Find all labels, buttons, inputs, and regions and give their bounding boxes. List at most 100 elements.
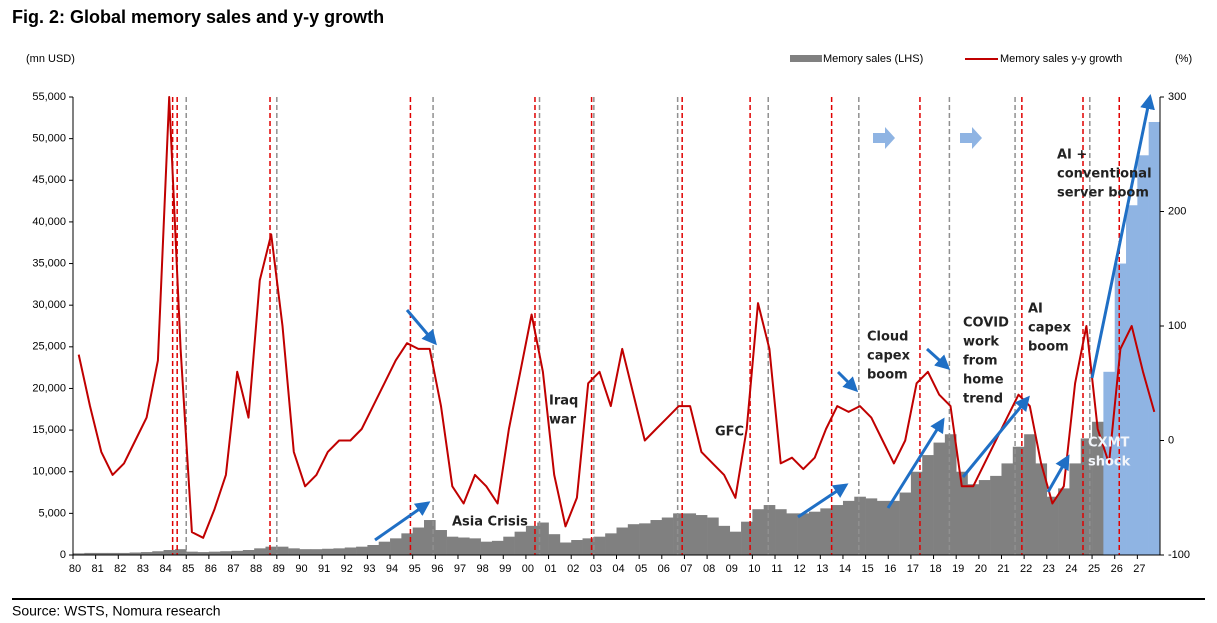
legend-swatch (790, 55, 822, 62)
bar (673, 513, 685, 555)
bar (944, 434, 957, 555)
annotation: home (963, 373, 1004, 388)
bar (1012, 446, 1025, 555)
growth-line (77, 96, 1156, 539)
flow-arrows (873, 127, 982, 149)
bar (1126, 205, 1138, 555)
bar (1024, 434, 1036, 555)
y-tick-label: 40,000 (32, 216, 66, 228)
x-tick-label: 09 (726, 563, 738, 575)
bar (537, 522, 549, 555)
bar (1137, 155, 1149, 556)
bar (174, 549, 187, 555)
annotation: GFC (715, 425, 744, 440)
y-tick-label: 20,000 (32, 382, 66, 394)
bar (95, 552, 108, 555)
x-tick-label: 83 (137, 563, 149, 575)
bar (322, 548, 334, 555)
annotation: conventional (1057, 167, 1152, 182)
annotation: war (549, 413, 577, 428)
x-tick-label: 96 (431, 563, 443, 575)
bar (231, 550, 244, 555)
y2-tick-label: 0 (1168, 434, 1174, 446)
x-tick-label: 91 (318, 563, 330, 575)
x-tick-label: 16 (884, 563, 896, 575)
bar (933, 442, 946, 555)
x-tick-label: 02 (567, 563, 579, 575)
x-tick-label: 23 (1043, 563, 1055, 575)
x-tick-label: 18 (929, 563, 941, 575)
bar (220, 551, 232, 555)
annotation: AI + (1057, 148, 1087, 163)
annotation: from (963, 354, 998, 369)
y2-tick-label: -100 (1168, 549, 1190, 561)
annotation: Iraq (549, 394, 578, 409)
x-tick-label: 12 (794, 563, 806, 575)
annotation: work (963, 335, 999, 350)
y2-axis-label: (%) (1175, 53, 1192, 65)
bar (446, 536, 459, 555)
x-tick-label: 95 (409, 563, 421, 575)
bar (729, 531, 742, 555)
x-tick-label: 01 (544, 563, 556, 575)
x-tick-label: 86 (205, 563, 217, 575)
bar (661, 517, 674, 555)
annotation: AI (1028, 302, 1043, 317)
x-tick-label: 24 (1065, 563, 1077, 575)
x-tick-label: 22 (1020, 563, 1032, 575)
y2-tick-label: 200 (1168, 205, 1186, 217)
bar (242, 550, 255, 555)
bar (480, 541, 493, 555)
bar (854, 496, 866, 555)
x-tick-label: 27 (1133, 563, 1145, 575)
y-axis-label: (mn USD) (26, 53, 75, 65)
bar (922, 455, 934, 555)
x-tick-label: 14 (839, 563, 851, 575)
bar (140, 552, 153, 555)
annotation: trend (963, 392, 1003, 407)
bar (1148, 121, 1161, 556)
x-tick-label: 89 (273, 563, 285, 575)
bar (718, 525, 731, 555)
bar (333, 548, 346, 555)
bar (797, 513, 810, 555)
annotation: Asia Crisis (452, 515, 528, 530)
bar (503, 536, 515, 555)
x-tick-label: 13 (816, 563, 828, 575)
bar (593, 536, 606, 555)
bar (84, 552, 96, 555)
x-tick-label: 85 (182, 563, 194, 575)
x-tick-label: 90 (295, 563, 307, 575)
bar (639, 523, 651, 555)
y2-tick-label: 300 (1168, 91, 1186, 103)
arrows (374, 94, 1155, 542)
x-tick-label: 81 (92, 563, 104, 575)
y-tick-label: 10,000 (32, 466, 66, 478)
x-tick-label: 17 (907, 563, 919, 575)
y-tick-label: 50,000 (32, 133, 66, 145)
bar (208, 551, 221, 555)
x-tick-label: 00 (522, 563, 534, 575)
annotation: COVID (963, 316, 1009, 331)
bar (1046, 496, 1059, 555)
bar (559, 542, 572, 555)
x-tick-label: 06 (658, 563, 670, 575)
bar (276, 546, 289, 555)
bar (605, 533, 617, 555)
x-tick-label: 25 (1088, 563, 1100, 575)
bar (978, 480, 991, 555)
bar (741, 521, 753, 555)
bar (842, 500, 855, 555)
y-tick-label: 5,000 (38, 507, 66, 519)
bar (288, 548, 300, 555)
bar (129, 552, 142, 555)
source: Source: WSTS, Nomura research (12, 603, 221, 619)
x-tick-label: 88 (250, 563, 262, 575)
legend-label: Memory sales y-y growth (1000, 53, 1122, 65)
bar (378, 541, 391, 555)
bar (752, 509, 764, 555)
bar (1092, 421, 1104, 555)
x-tick-label: 82 (114, 563, 126, 575)
bar (390, 538, 402, 555)
bar (1001, 463, 1014, 555)
